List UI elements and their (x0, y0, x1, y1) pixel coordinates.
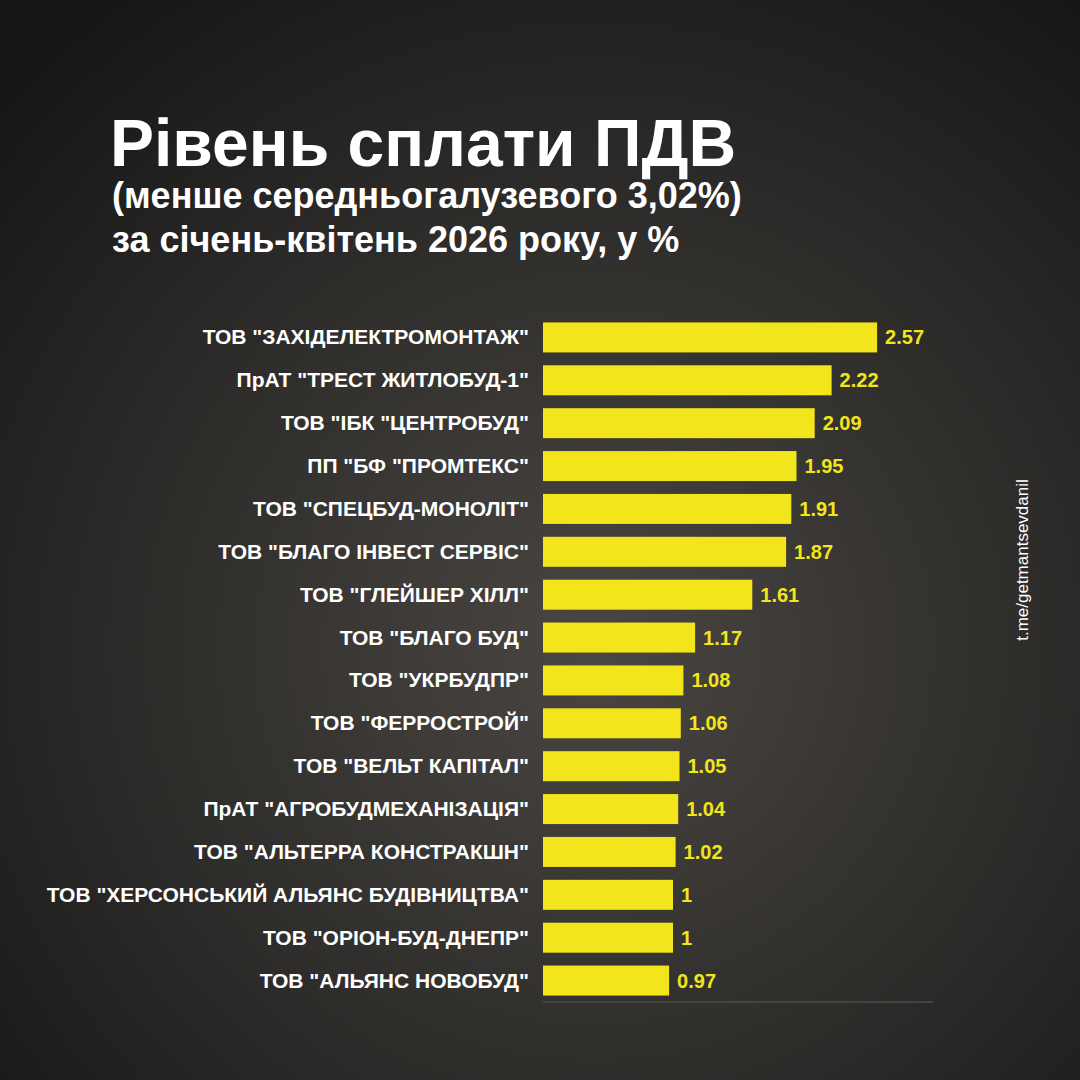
category-label: ТОВ "ОРІОН-БУД-ДНЕПР" (263, 926, 529, 949)
bar (543, 580, 752, 610)
chart: Рівень сплати ПДВ(менше середньогалузево… (0, 0, 1080, 1080)
bar (543, 923, 673, 953)
data-label: 1.87 (794, 541, 833, 563)
category-label: ТОВ "БЛАГО ІНВЕСТ СЕРВІС" (218, 540, 529, 563)
data-label: 1.95 (805, 455, 844, 477)
category-label: ТОВ "ЗАХІДЕЛЕКТРОМОНТАЖ" (203, 325, 529, 348)
category-label: ТОВ "АЛЬЯНС НОВОБУД" (260, 969, 529, 992)
category-label: ТОВ "ФЕРРОСТРОЙ" (311, 711, 529, 734)
data-label: 1.61 (760, 584, 799, 606)
data-label: 1 (681, 884, 692, 906)
category-label: ТОВ "БЛАГО БУД" (340, 626, 529, 649)
bar (543, 665, 683, 695)
data-label: 1.08 (691, 669, 730, 691)
bar (543, 408, 815, 438)
watermark: t.me/getmantsevdanil (1013, 479, 1032, 641)
data-label: 2.57 (885, 326, 924, 348)
category-label: ТОВ "ХЕРСОНСЬКИЙ АЛЬЯНС БУДІВНИЦТВА" (47, 883, 529, 906)
bar (543, 322, 877, 352)
data-label: 1 (681, 927, 692, 949)
subtitle: за січень-квітень 2026 року, у % (112, 219, 679, 260)
data-label: 2.22 (840, 369, 879, 391)
bar (543, 751, 680, 781)
bar (543, 708, 681, 738)
data-label: 1.02 (684, 841, 723, 863)
bar (543, 880, 673, 910)
bar (543, 494, 791, 524)
bar (543, 623, 695, 653)
category-label: ТОВ "ІБК "ЦЕНТРОБУД" (281, 411, 529, 434)
data-label: 1.05 (688, 755, 727, 777)
data-label: 1.17 (703, 627, 742, 649)
bar (543, 537, 786, 567)
category-label: ТОВ "СПЕЦБУД-МОНОЛІТ" (253, 497, 529, 520)
title: Рівень сплати ПДВ (110, 106, 736, 180)
bar (543, 837, 676, 867)
category-label: ПП "БФ "ПРОМТЕКС" (307, 454, 529, 477)
category-label: ТОВ "ВЕЛЬТ КАПІТАЛ" (294, 754, 529, 777)
category-label: ТОВ "ГЛЕЙШЕР ХІЛЛ" (300, 583, 529, 606)
bar (543, 794, 678, 824)
data-label: 0.97 (677, 970, 716, 992)
data-label: 1.91 (799, 498, 838, 520)
bars (543, 322, 877, 995)
category-label: ТОВ "УКРБУДПР" (349, 668, 529, 691)
bar (543, 451, 797, 481)
category-label: ПрАТ "ТРЕСТ ЖИТЛОБУД-1" (237, 368, 529, 391)
data-label: 1.06 (689, 712, 728, 734)
bar (543, 966, 669, 996)
category-label: ТОВ "АЛЬТЕРРА КОНСТРАКШН" (194, 840, 529, 863)
data-label: 2.09 (823, 412, 862, 434)
subtitle: (менше середньогалузевого 3,02%) (112, 175, 742, 216)
data-label: 1.04 (686, 798, 726, 820)
bar (543, 365, 832, 395)
labels: ТОВ "ЗАХІДЕЛЕКТРОМОНТАЖ" 2.57 ПрАТ "ТРЕСТ … (47, 325, 924, 991)
background (0, 0, 1080, 1080)
x-axis (543, 1002, 933, 1003)
category-label: ПрАТ "АГРОБУДМЕХАНІЗАЦІЯ" (203, 797, 529, 820)
